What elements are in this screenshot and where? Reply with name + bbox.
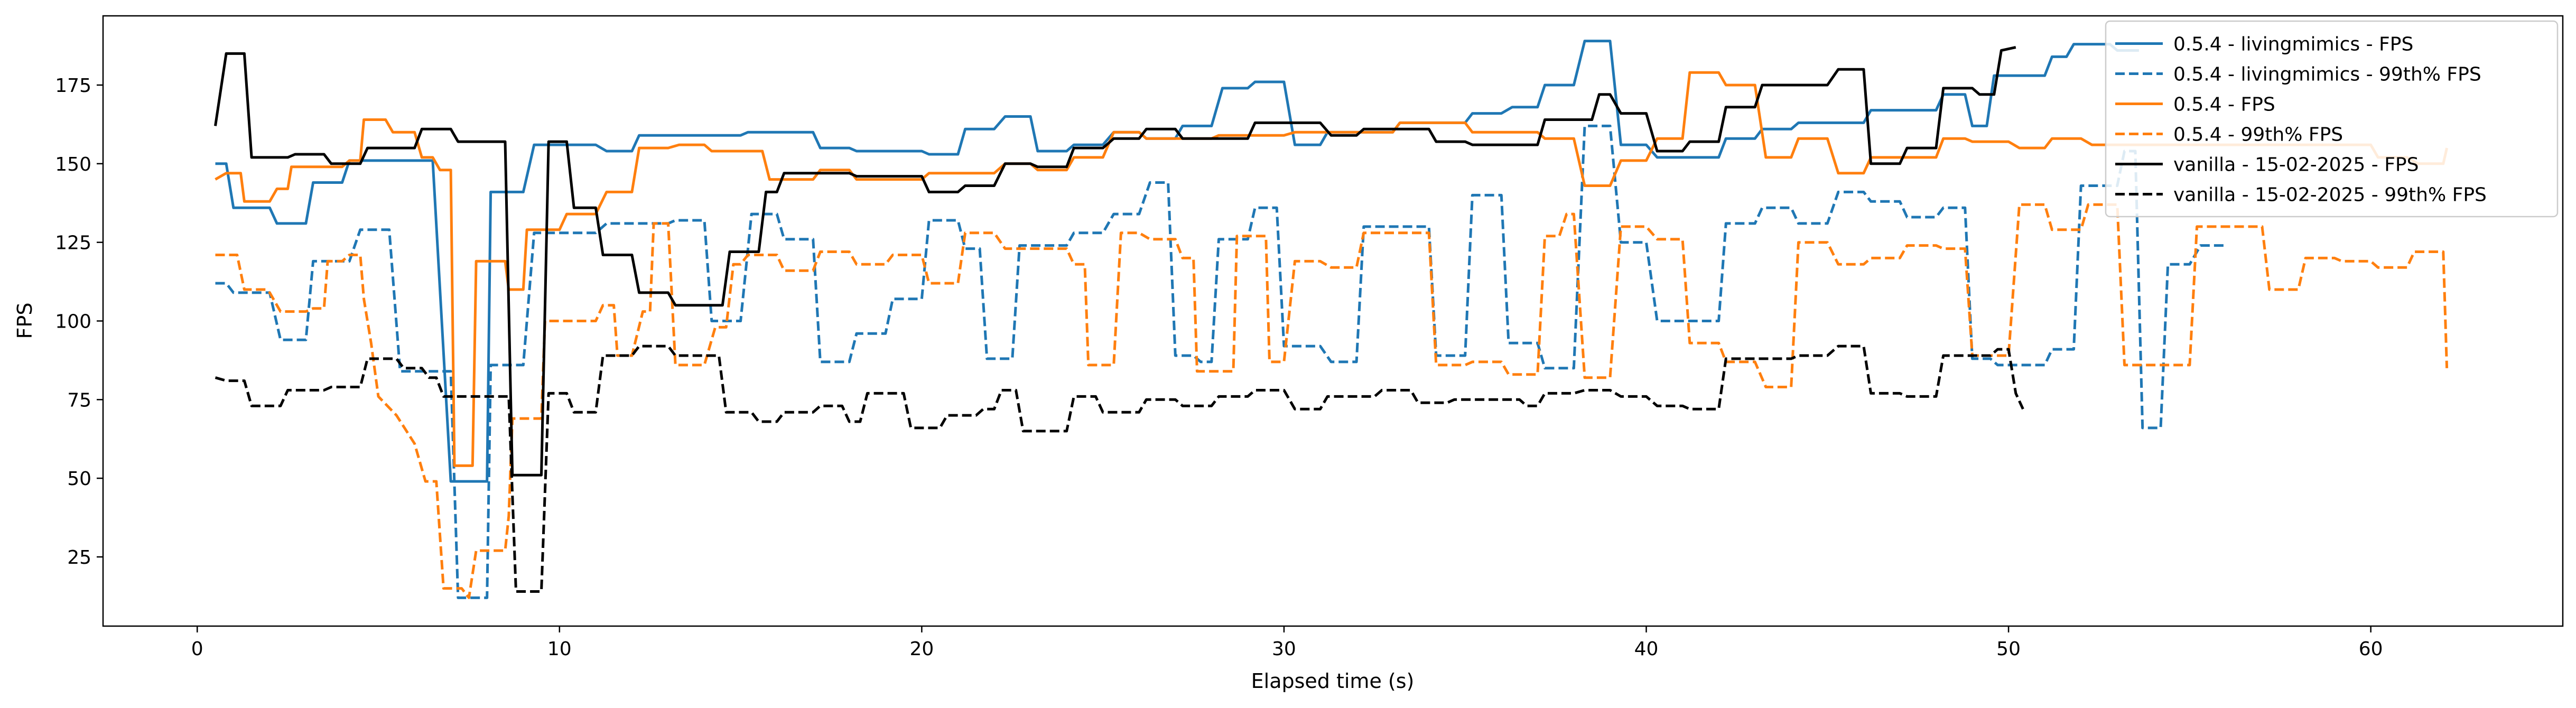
x-axis: 0 10 20 30 40 50 60 — [191, 626, 2383, 660]
legend-label: 0.5.4 - 99th% FPS — [2173, 124, 2343, 146]
y-axis-label: FPS — [13, 303, 36, 339]
series-line-0-5-4-livingmimics-99th-fps — [215, 124, 2226, 599]
legend-label: 0.5.4 - livingmimics - FPS — [2173, 34, 2413, 55]
y-tick-label: 150 — [55, 154, 91, 175]
plot-area — [214, 40, 2449, 599]
legend-box — [2105, 20, 2559, 218]
x-tick-label: 60 — [2359, 638, 2383, 660]
x-axis-label: Elapsed time (s) — [1251, 669, 1415, 693]
series-line-vanilla-15-02-2025-99th-fps — [215, 344, 2024, 593]
x-tick-label: 0 — [191, 638, 203, 660]
y-tick-label: 25 — [67, 547, 91, 569]
x-tick-label: 20 — [909, 638, 934, 660]
series-line-0-5-4-fps — [215, 71, 2449, 467]
legend-label: vanilla - 15-02-2025 - 99th% FPS — [2173, 184, 2487, 206]
x-tick-label: 10 — [547, 638, 572, 660]
y-tick-label: 125 — [55, 232, 91, 254]
x-tick-label: 50 — [1996, 638, 2021, 660]
y-axis: 25 50 75 100 125 150 175 — [55, 75, 103, 569]
x-tick-label: 30 — [1272, 638, 1296, 660]
y-tick-label: 100 — [55, 311, 91, 333]
y-tick-label: 175 — [55, 75, 91, 97]
y-tick-label: 50 — [67, 468, 91, 490]
series-line-0-5-4-livingmimics-fps — [215, 40, 2139, 483]
legend: 0.5.4 - livingmimics - FPS 0.5.4 - living… — [2105, 20, 2559, 218]
legend-label: 0.5.4 - livingmimics - 99th% FPS — [2173, 64, 2481, 86]
y-tick-label: 75 — [67, 389, 91, 411]
legend-label: vanilla - 15-02-2025 - FPS — [2173, 154, 2419, 176]
series-line-0-5-4-99th-fps — [215, 203, 2449, 599]
legend-label: 0.5.4 - FPS — [2173, 94, 2275, 116]
x-tick-label: 40 — [1634, 638, 1659, 660]
